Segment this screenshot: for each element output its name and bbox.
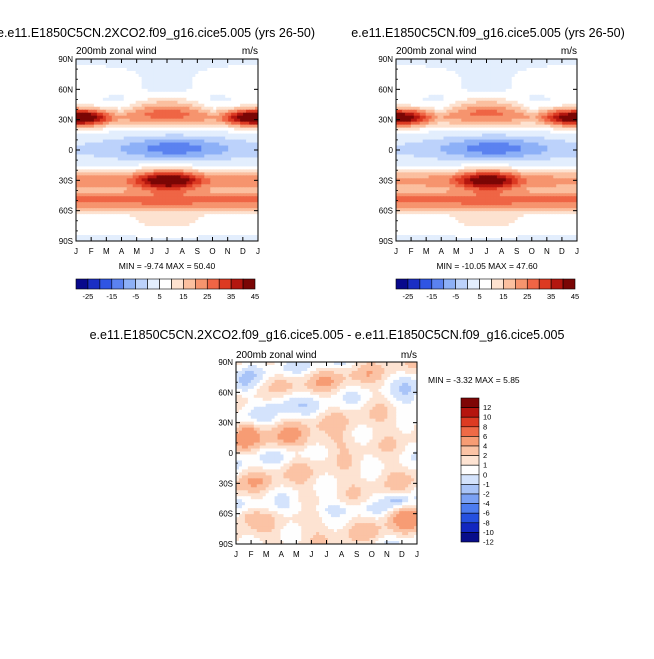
y-tick-label: 30S bbox=[59, 176, 73, 185]
panel-subtitle-left: 200mb zonal wind bbox=[76, 46, 157, 57]
colorbar-swatch bbox=[88, 279, 100, 289]
x-tick-label: M bbox=[103, 247, 110, 256]
x-tick-label: A bbox=[179, 247, 185, 256]
contour-field bbox=[76, 59, 259, 242]
colorbar-swatch bbox=[100, 279, 112, 289]
x-tick-label: J bbox=[165, 247, 169, 256]
y-tick-label: 0 bbox=[69, 146, 74, 155]
y-tick-label: 90S bbox=[59, 237, 73, 246]
panel-title: e.e11.E1850C5CN.f09_g16.cice5.005 (yrs 2… bbox=[351, 26, 625, 40]
panel-units: m/s bbox=[242, 46, 258, 57]
colorbar-swatch bbox=[148, 279, 160, 289]
colorbar-label: 45 bbox=[251, 292, 259, 301]
colorbar-swatch bbox=[207, 279, 219, 289]
colorbar-swatch bbox=[160, 279, 172, 289]
min-max-stats: MIN = -9.74 MAX = 50.40 bbox=[119, 261, 216, 271]
x-tick-label: D bbox=[240, 247, 246, 256]
colorbar-swatch bbox=[124, 279, 136, 289]
colorbar-swatch bbox=[112, 279, 124, 289]
panel-subtitle-left: 200mb zonal wind bbox=[396, 46, 477, 57]
x-tick-label: O bbox=[209, 247, 215, 256]
x-tick-label: S bbox=[195, 247, 200, 256]
colorbar-label: 5 bbox=[157, 292, 161, 301]
panel-units: m/s bbox=[561, 46, 577, 57]
colorbar-label: 15 bbox=[179, 292, 187, 301]
y-tick-label: 60S bbox=[59, 207, 73, 216]
x-tick-label: N bbox=[225, 247, 231, 256]
colorbar-swatch bbox=[195, 279, 207, 289]
colorbar-swatch bbox=[231, 279, 243, 289]
colorbar-swatch bbox=[136, 279, 148, 289]
panel-top-left: e.e11.E1850C5CN.2XCO2.f09_g16.cice5.005 … bbox=[0, 26, 315, 301]
colorbar-swatch bbox=[76, 279, 88, 289]
y-tick-label: 30N bbox=[58, 116, 73, 125]
x-tick-label: A bbox=[119, 247, 125, 256]
y-tick-label: 90N bbox=[58, 55, 73, 64]
colorbar-label: 25 bbox=[203, 292, 211, 301]
y-tick-label: 60N bbox=[58, 85, 73, 94]
x-tick-label: J bbox=[150, 247, 154, 256]
colorbar-label: -5 bbox=[132, 292, 139, 301]
x-tick-label: M bbox=[133, 247, 140, 256]
x-tick-label: J bbox=[256, 247, 260, 256]
contour-field bbox=[396, 59, 578, 242]
colorbar-label: -15 bbox=[106, 292, 117, 301]
panel-top-right: e.e11.E1850C5CN.f09_g16.cice5.005 (yrs 2… bbox=[351, 26, 625, 301]
colorbar: -25 -15 -5 5 15 25 35 45 bbox=[76, 279, 259, 301]
colorbar-label: 35 bbox=[227, 292, 235, 301]
x-tick-label: J bbox=[74, 247, 78, 256]
colorbar-swatch bbox=[183, 279, 195, 289]
panel-title: e.e11.E1850C5CN.2XCO2.f09_g16.cice5.005 … bbox=[0, 26, 315, 40]
colorbar-label: -25 bbox=[83, 292, 94, 301]
colorbar-swatch bbox=[219, 279, 231, 289]
colorbar-swatch bbox=[171, 279, 183, 289]
colorbar-swatch bbox=[243, 279, 255, 289]
x-tick-label: F bbox=[89, 247, 94, 256]
